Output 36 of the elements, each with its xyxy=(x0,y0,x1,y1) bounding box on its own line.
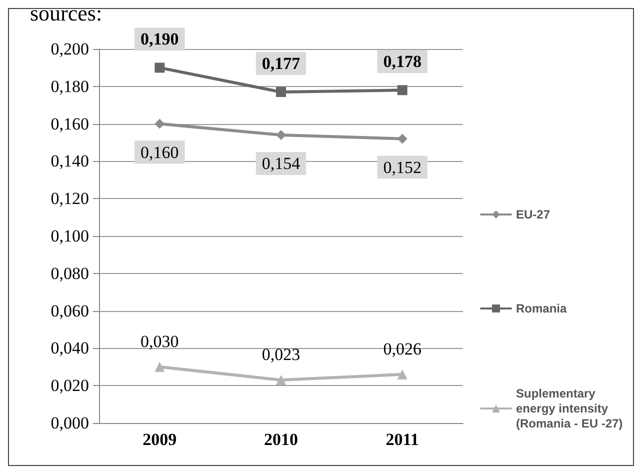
point xyxy=(154,62,165,73)
legend-label: Romania xyxy=(516,302,568,316)
data-label: 0,152 xyxy=(383,158,422,177)
data-label: 0,160 xyxy=(140,142,179,162)
data-label: 0,178 xyxy=(383,52,422,72)
point xyxy=(276,374,286,385)
legend-label: EU-27 xyxy=(516,208,550,222)
point xyxy=(397,134,408,144)
point xyxy=(154,118,165,129)
data-label: 0,026 xyxy=(383,339,422,358)
y-tick-label: 0,020 xyxy=(50,376,89,396)
x-tick-label: 2009 xyxy=(142,430,177,449)
y-tick-label: 0,040 xyxy=(50,338,89,358)
y-tick-label: 0,140 xyxy=(50,152,89,171)
y-tick-label: 0,100 xyxy=(50,226,89,246)
data-label: 0,190 xyxy=(140,30,179,49)
point xyxy=(276,130,286,140)
y-tick-label: 0,200 xyxy=(50,40,89,58)
y-tick-label: 0,060 xyxy=(50,301,89,320)
data-label: 0,177 xyxy=(262,54,301,74)
y-tick-label: 0,160 xyxy=(50,114,89,134)
x-tick-label: 2011 xyxy=(386,430,419,449)
legend-label: Suplementary energy intensity (Romania - EU -27) xyxy=(516,386,623,430)
y-tick-label: 0,120 xyxy=(50,189,89,208)
y-tick-label: 0,180 xyxy=(50,76,89,96)
data-label: 0,154 xyxy=(262,154,301,174)
point xyxy=(276,87,286,98)
point xyxy=(397,85,408,96)
point xyxy=(397,369,408,380)
point xyxy=(154,362,165,372)
x-tick-label: 2010 xyxy=(264,430,298,449)
y-tick-label: 0,000 xyxy=(50,414,89,432)
source-note: sources: xyxy=(30,0,102,26)
data-label: 0,030 xyxy=(140,332,179,351)
y-tick-label: 0,080 xyxy=(50,264,89,283)
data-label: 0,023 xyxy=(262,344,300,364)
